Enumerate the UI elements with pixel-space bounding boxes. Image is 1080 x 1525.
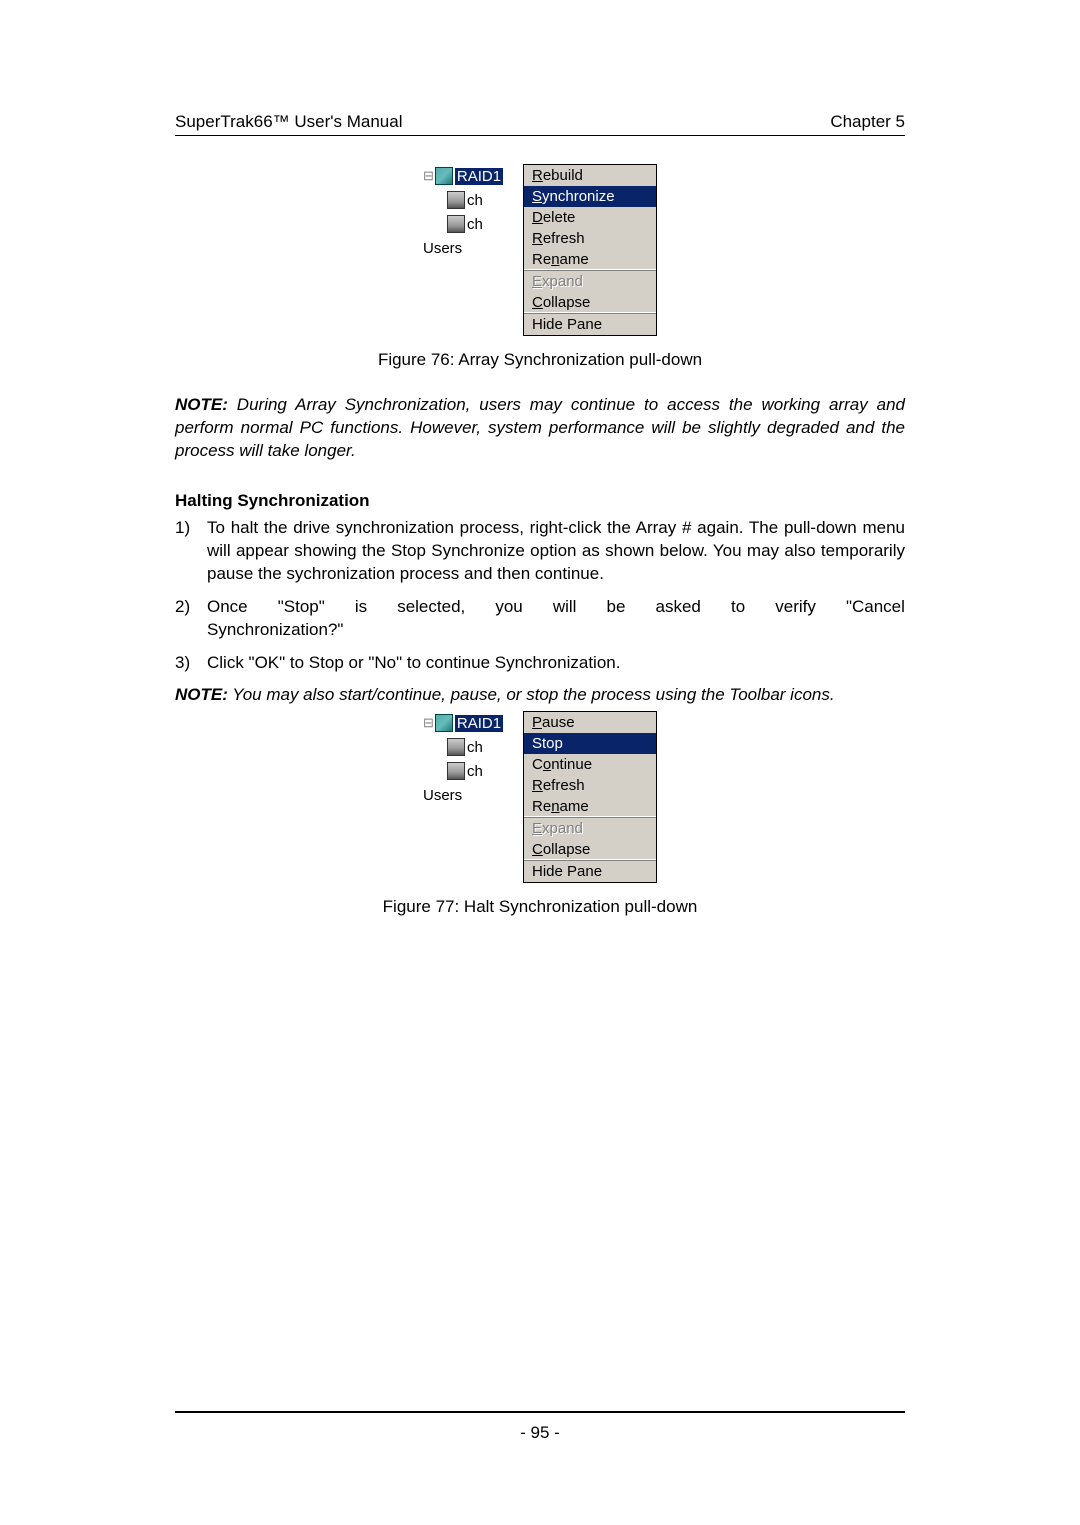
drive-icon xyxy=(447,191,465,209)
step-2-text: Once"Stop"isselected,youwillbeaskedtover… xyxy=(207,596,905,642)
menu-refresh[interactable]: Refresh xyxy=(524,228,656,249)
page-number: - 95 - xyxy=(0,1423,1080,1443)
tree-channel-label[interactable]: ch xyxy=(467,763,483,780)
figure-76-caption: Figure 76: Array Synchronization pull-do… xyxy=(175,350,905,370)
menu-expand: Expand xyxy=(524,271,656,292)
note-text: You may also start/continue, pause, or s… xyxy=(228,685,835,704)
step-number: 2) xyxy=(175,596,207,642)
menu-rename[interactable]: Rename xyxy=(524,796,656,817)
drive-icon xyxy=(447,762,465,780)
header-right: Chapter 5 xyxy=(830,112,905,132)
menu-stop[interactable]: Stop xyxy=(524,733,656,754)
tree-minus-icon: ⊟ xyxy=(423,715,434,731)
menu-refresh[interactable]: Refresh xyxy=(524,775,656,796)
note-sync-performance: NOTE: During Array Synchronization, user… xyxy=(175,394,905,463)
context-menu-sync: Rebuild Synchronize Delete Refresh Renam… xyxy=(523,164,657,336)
page-header: SuperTrak66™ User's Manual Chapter 5 xyxy=(175,112,905,136)
step-number: 1) xyxy=(175,517,207,586)
menu-hide-pane[interactable]: Hide Pane xyxy=(524,861,656,882)
menu-hide-pane[interactable]: Hide Pane xyxy=(524,314,656,335)
note-toolbar-icons: NOTE: You may also start/continue, pause… xyxy=(175,684,905,707)
menu-delete[interactable]: Delete xyxy=(524,207,656,228)
figure-76: ⊟ RAID1 ch ch Users Rebuild xyxy=(175,164,905,336)
context-menu-halt: Pause Stop Continue Refresh Rename Expan… xyxy=(523,711,657,883)
header-left: SuperTrak66™ User's Manual xyxy=(175,112,402,132)
tree-raid-label[interactable]: RAID1 xyxy=(455,715,503,732)
raid-array-icon xyxy=(435,714,453,732)
menu-collapse[interactable]: Collapse xyxy=(524,839,656,860)
menu-rebuild[interactable]: Rebuild xyxy=(524,165,656,186)
menu-pause[interactable]: Pause xyxy=(524,712,656,733)
note-label: NOTE: xyxy=(175,395,228,414)
note-label: NOTE: xyxy=(175,685,228,704)
menu-synchronize[interactable]: Synchronize xyxy=(524,186,656,207)
halting-sync-heading: Halting Synchronization xyxy=(175,491,905,511)
tree-minus-icon: ⊟ xyxy=(423,168,434,184)
raid-array-icon xyxy=(435,167,453,185)
figure-77: ⊟ RAID1 ch ch Users Pause xyxy=(175,711,905,883)
menu-rename[interactable]: Rename xyxy=(524,249,656,270)
menu-continue[interactable]: Continue xyxy=(524,754,656,775)
drive-icon xyxy=(447,738,465,756)
step-3-text: Click "OK" to Stop or "No" to continue S… xyxy=(207,652,905,675)
tree-channel-label[interactable]: ch xyxy=(467,192,483,209)
tree-raid-label[interactable]: RAID1 xyxy=(455,168,503,185)
figure-77-caption: Figure 77: Halt Synchronization pull-dow… xyxy=(175,897,905,917)
tree-channel-label[interactable]: ch xyxy=(467,739,483,756)
tree-users-label[interactable]: Users xyxy=(423,787,462,804)
note-text: During Array Synchronization, users may … xyxy=(175,395,905,460)
drive-icon xyxy=(447,215,465,233)
step-number: 3) xyxy=(175,652,207,675)
tree-users-label[interactable]: Users xyxy=(423,240,462,257)
footer-rule xyxy=(175,1411,905,1413)
step-1-text: To halt the drive synchronization proces… xyxy=(207,517,905,586)
tree-channel-label[interactable]: ch xyxy=(467,216,483,233)
halting-steps-list: 1) To halt the drive synchronization pro… xyxy=(175,517,905,675)
menu-expand: Expand xyxy=(524,818,656,839)
menu-collapse[interactable]: Collapse xyxy=(524,292,656,313)
